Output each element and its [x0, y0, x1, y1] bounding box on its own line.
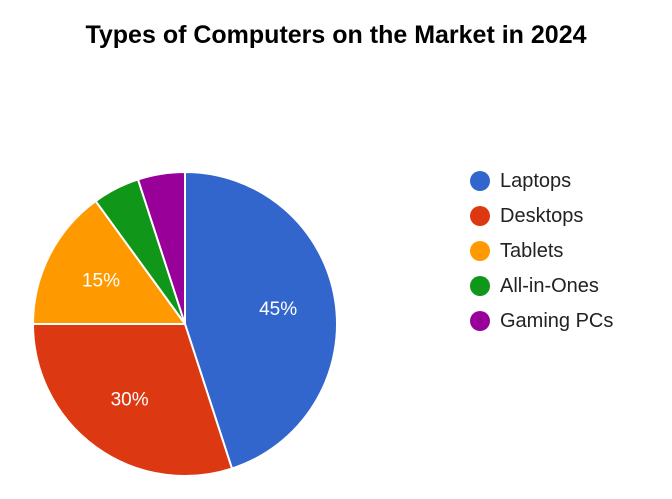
legend-label-laptops: Laptops	[500, 170, 571, 192]
legend-marker-tablets	[470, 241, 490, 261]
pie-slice-labels: 45% 30% 15%	[82, 271, 297, 411]
legend-label-tablets: Tablets	[500, 240, 563, 262]
legend-item-gaming-pcs: Gaming PCs	[470, 310, 613, 332]
legend-item-desktops: Desktops	[470, 205, 583, 227]
pie-slices	[32, 171, 338, 477]
pie-slice-desktops	[32, 323, 233, 477]
pie-slice-tablets	[32, 200, 186, 325]
legend-marker-all-in-ones	[470, 276, 490, 296]
legend-marker-gaming-pcs	[470, 311, 490, 331]
legend-item-laptops: Laptops	[470, 170, 571, 192]
legend-label-desktops: Desktops	[500, 205, 583, 227]
legend-label-all-in-ones: All-in-Ones	[500, 275, 599, 297]
legend-item-tablets: Tablets	[470, 240, 563, 262]
legend-marker-laptops	[470, 171, 490, 191]
pie-slice-gaming-pcs	[137, 171, 186, 325]
slice-label-laptops: 45%	[259, 299, 297, 320]
slice-label-desktops: 30%	[111, 390, 149, 411]
slice-label-tablets: 15%	[82, 271, 120, 292]
chart-title: Types of Computers on the Market in 2024	[85, 21, 586, 49]
pie-slice-laptops	[184, 171, 338, 470]
legend-label-gaming-pcs: Gaming PCs	[500, 310, 613, 332]
legend-marker-desktops	[470, 206, 490, 226]
legend: Laptops Desktops Tablets All-in-Ones Gaming …	[470, 170, 613, 332]
legend-item-all-in-ones: All-in-Ones	[470, 275, 599, 297]
